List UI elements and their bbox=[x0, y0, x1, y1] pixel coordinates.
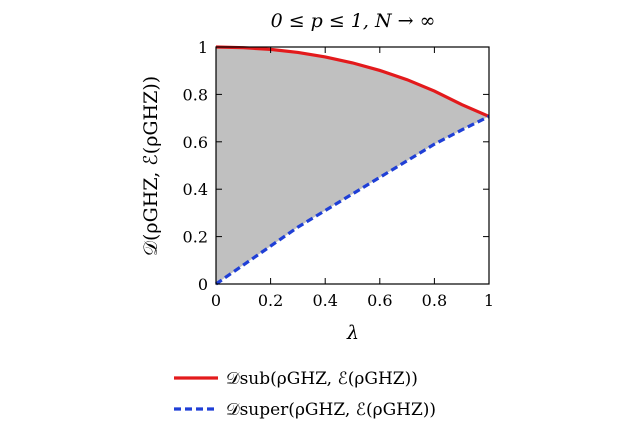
x-tick-label: 0.8 bbox=[422, 291, 447, 310]
y-tick-label: 0.2 bbox=[183, 228, 208, 247]
legend-sub-label: 𝒟sub(ρGHZ, ℰ(ρGHZ)) bbox=[226, 369, 418, 389]
y-axis-ticks: 0 0.2 0.4 0.6 0.8 1 bbox=[183, 38, 489, 294]
x-tick-label: 0.4 bbox=[312, 291, 337, 310]
shaded-region bbox=[216, 47, 489, 284]
x-tick-label: 0.2 bbox=[258, 291, 283, 310]
series-super-line bbox=[215, 115, 490, 286]
chart-title: 0 ≤ p ≤ 1, N → ∞ bbox=[271, 10, 436, 32]
y-axis-label: 𝒟(ρGHZ, ℰ(ρGHZ)) bbox=[140, 76, 162, 256]
x-axis-label: λ bbox=[346, 322, 359, 344]
legend-super-label: 𝒟super(ρGHZ, ℰ(ρGHZ)) bbox=[226, 400, 436, 420]
y-tick-label: 0.4 bbox=[183, 180, 208, 199]
x-axis-ticks: 0 0.2 0.4 0.6 0.8 1 bbox=[211, 47, 494, 310]
plot-area bbox=[215, 45, 490, 286]
x-tick-label: 0 bbox=[211, 291, 221, 310]
legend: 𝒟sub(ρGHZ, ℰ(ρGHZ)) 𝒟super(ρGHZ, ℰ(ρGHZ)… bbox=[174, 369, 436, 420]
y-tick-label: 1 bbox=[198, 38, 208, 57]
y-tick-label: 0.6 bbox=[183, 133, 208, 152]
plot-frame bbox=[215, 46, 490, 285]
x-tick-label: 1 bbox=[484, 291, 494, 310]
y-tick-label: 0 bbox=[198, 275, 208, 294]
y-tick-label: 0.8 bbox=[183, 85, 208, 104]
x-tick-label: 0.6 bbox=[367, 291, 392, 310]
series-sub-line bbox=[215, 45, 490, 118]
